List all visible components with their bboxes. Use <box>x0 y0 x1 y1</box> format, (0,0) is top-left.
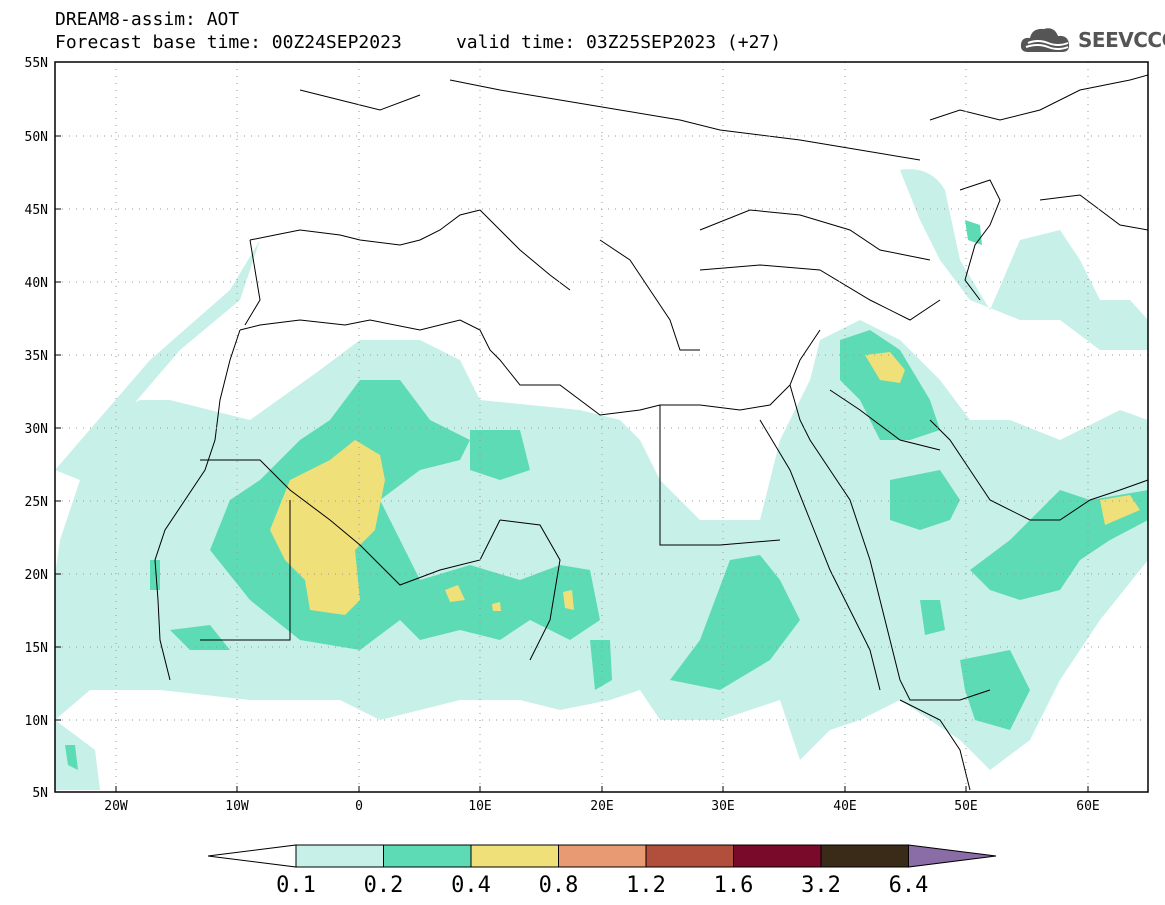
legend-swatch <box>820 844 909 868</box>
aot-field <box>55 169 1148 790</box>
lat-label: 55N <box>25 56 48 71</box>
lon-label: 10W <box>225 799 249 814</box>
legend-label: 0.2 <box>364 873 404 898</box>
legend-swatch <box>645 844 734 868</box>
legend-label: 6.4 <box>889 873 929 898</box>
color-legend: 0.1 0.2 0.4 0.8 1.2 1.6 3.2 6.4 <box>207 844 997 898</box>
cloud-logo-icon <box>1020 28 1070 52</box>
lat-label: 25N <box>25 495 48 510</box>
aot-band-0.4-0.8 <box>270 352 1140 615</box>
lon-label: 20E <box>590 799 613 814</box>
lat-label: 45N <box>25 203 48 218</box>
map-grid <box>55 62 1148 792</box>
coastlines-and-borders <box>154 74 1148 791</box>
legend-label: 0.1 <box>276 873 316 898</box>
legend-label: 0.4 <box>451 873 491 898</box>
lon-label: 10E <box>468 799 491 814</box>
lon-label: 20W <box>104 799 128 814</box>
lat-label: 20N <box>25 568 48 583</box>
logo-text: SEEVCCC <box>1078 28 1165 52</box>
lon-label: 60E <box>1076 799 1099 814</box>
lat-label: 5N <box>32 786 48 801</box>
legend-swatch <box>470 844 559 868</box>
lon-label: 0 <box>355 799 363 814</box>
legend-swatch <box>558 844 647 868</box>
forecast-time-subtitle: Forecast base time: 00Z24SEP2023 valid t… <box>55 32 782 53</box>
axis-ticks <box>55 135 1089 792</box>
lat-label: 35N <box>25 349 48 364</box>
seevccc-logo: SEEVCCC <box>1018 22 1165 60</box>
chart-title: DREAM8-assim: AOT <box>55 9 240 30</box>
legend-label: 0.8 <box>539 873 579 898</box>
lat-label: 10N <box>25 714 48 729</box>
legend-arrow-low <box>207 844 297 868</box>
lat-label: 30N <box>25 422 48 437</box>
legend-label: 1.6 <box>714 873 754 898</box>
legend-arrow-high <box>908 844 997 868</box>
lat-label: 15N <box>25 641 48 656</box>
legend-label: 3.2 <box>801 873 841 898</box>
legend-swatch <box>383 844 472 868</box>
legend-swatch <box>295 844 384 868</box>
legend-label: 1.2 <box>626 873 666 898</box>
lat-label: 50N <box>25 130 48 145</box>
legend-swatch <box>733 844 822 868</box>
lat-label: 40N <box>25 276 48 291</box>
longitude-labels: 20W 10W 0 10E 20E 30E 40E 50E 60E <box>104 799 1099 814</box>
lon-label: 30E <box>711 799 734 814</box>
lon-label: 40E <box>833 799 856 814</box>
latitude-labels: 55N 50N 45N 40N 35N 30N 25N 20N 15N 10N … <box>25 56 48 801</box>
lon-label: 50E <box>954 799 977 814</box>
